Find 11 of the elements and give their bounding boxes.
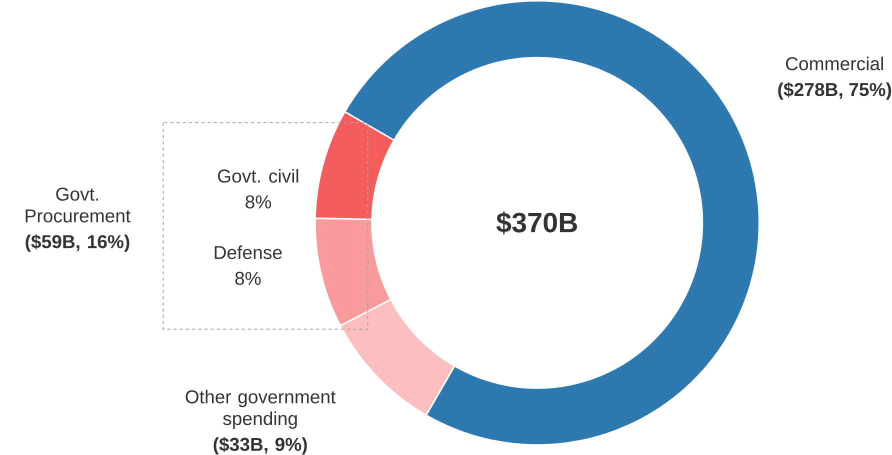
slice-label: Other government spending <box>186 390 336 429</box>
text: ($59B, 16%) <box>26 234 130 252</box>
data-label: ($33B, 9%) <box>214 437 307 455</box>
slice-label: Commercial <box>786 56 883 70</box>
text: $370B <box>496 212 577 234</box>
data-label: ($278B, 75%) <box>778 82 892 100</box>
data-label: 8% <box>246 196 272 209</box>
text: Govt. Procurement <box>26 188 131 223</box>
slice-label: Defense <box>214 246 282 260</box>
slice-label: Govt. civil <box>218 169 298 183</box>
data-label: 8% <box>235 272 261 286</box>
